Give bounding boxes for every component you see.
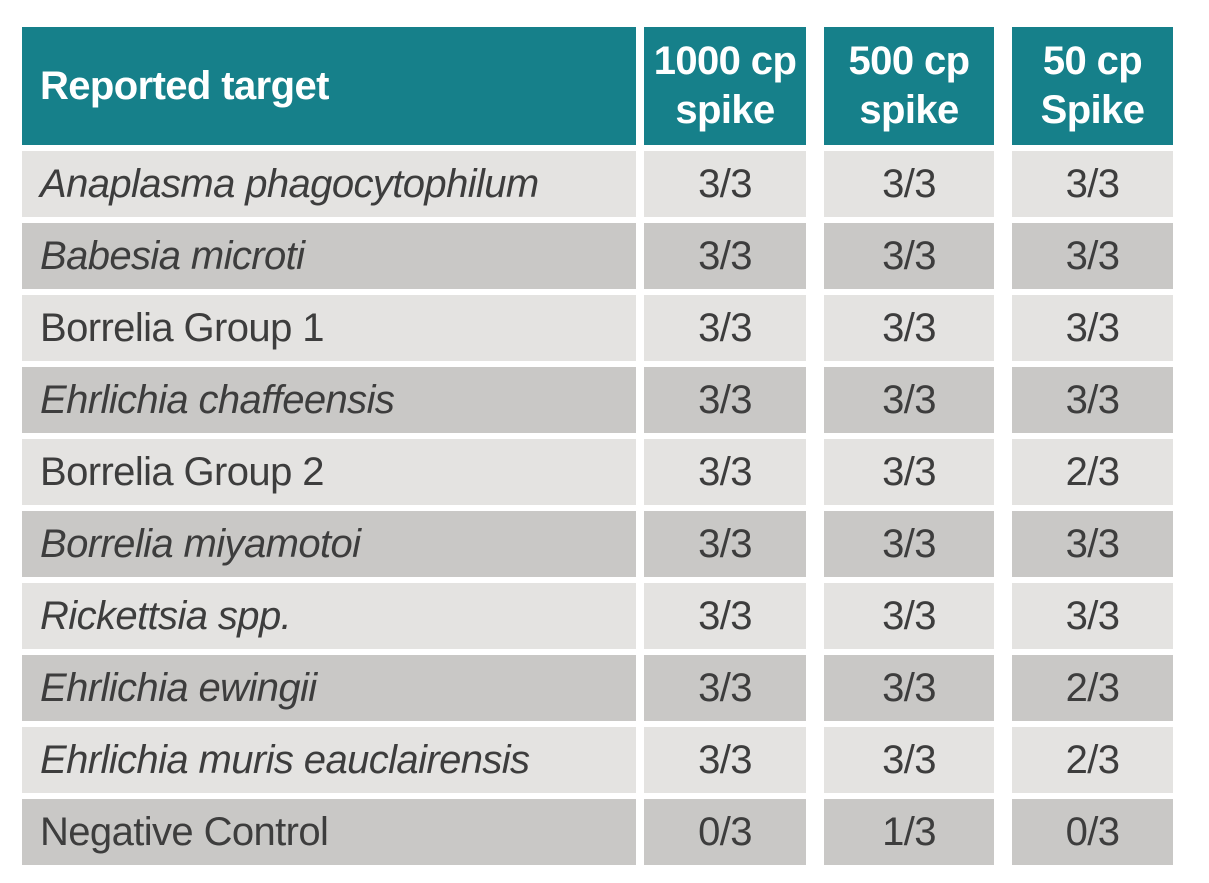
row-value-50cp: 3/3 — [1012, 583, 1173, 649]
row-value-50cp: 0/3 — [1012, 799, 1173, 865]
row-value-500cp: 3/3 — [824, 727, 994, 793]
row-value-500cp: 3/3 — [824, 367, 994, 433]
column-header-reported-target: Reported target — [22, 27, 636, 145]
row-value-50cp: 2/3 — [1012, 727, 1173, 793]
row-value-500cp: 1/3 — [824, 799, 994, 865]
row-target: Ehrlichia chaffeensis — [22, 367, 636, 433]
row-value-50cp: 2/3 — [1012, 655, 1173, 721]
row-value-50cp: 2/3 — [1012, 439, 1173, 505]
spike-recovery-table: Reported target 1000 cp spike 500 cp spi… — [22, 27, 1173, 865]
row-target: Borrelia Group 1 — [22, 295, 636, 361]
row-value-1000cp: 0/3 — [644, 799, 806, 865]
row-value-500cp: 3/3 — [824, 655, 994, 721]
row-target: Negative Control — [22, 799, 636, 865]
row-value-1000cp: 3/3 — [644, 583, 806, 649]
row-value-50cp: 3/3 — [1012, 367, 1173, 433]
row-value-500cp: 3/3 — [824, 223, 994, 289]
row-value-500cp: 3/3 — [824, 439, 994, 505]
row-target: Ehrlichia muris eauclairensis — [22, 727, 636, 793]
row-value-1000cp: 3/3 — [644, 655, 806, 721]
row-value-500cp: 3/3 — [824, 295, 994, 361]
row-value-1000cp: 3/3 — [644, 223, 806, 289]
column-header-50cp-spike: 50 cp Spike — [1012, 27, 1173, 145]
row-value-1000cp: 3/3 — [644, 151, 806, 217]
row-value-500cp: 3/3 — [824, 151, 994, 217]
column-header-1000cp-spike: 1000 cp spike — [644, 27, 806, 145]
row-value-500cp: 3/3 — [824, 583, 994, 649]
row-value-1000cp: 3/3 — [644, 511, 806, 577]
row-target: Borrelia Group 2 — [22, 439, 636, 505]
row-value-1000cp: 3/3 — [644, 439, 806, 505]
row-value-500cp: 3/3 — [824, 511, 994, 577]
row-target: Anaplasma phagocytophilum — [22, 151, 636, 217]
row-value-50cp: 3/3 — [1012, 511, 1173, 577]
row-value-1000cp: 3/3 — [644, 727, 806, 793]
row-target: Ehrlichia ewingii — [22, 655, 636, 721]
row-target: Babesia microti — [22, 223, 636, 289]
column-header-500cp-spike: 500 cp spike — [824, 27, 994, 145]
row-value-50cp: 3/3 — [1012, 295, 1173, 361]
row-value-50cp: 3/3 — [1012, 223, 1173, 289]
row-value-1000cp: 3/3 — [644, 367, 806, 433]
row-target: Rickettsia spp. — [22, 583, 636, 649]
row-value-50cp: 3/3 — [1012, 151, 1173, 217]
row-target: Borrelia miyamotoi — [22, 511, 636, 577]
row-value-1000cp: 3/3 — [644, 295, 806, 361]
